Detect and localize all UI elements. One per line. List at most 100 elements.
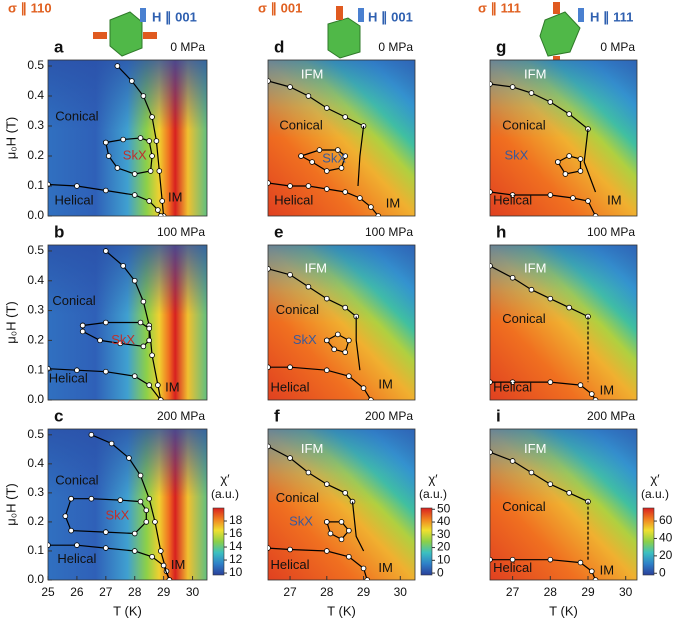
phase-boundary	[583, 128, 597, 193]
data-point	[509, 458, 516, 464]
panel: a 0 MPa Conical SkX Helical IM 0.0 0.1 0.2 0.3 0.4…	[3, 37, 208, 222]
data-point	[140, 343, 147, 350]
phase-boundary	[490, 83, 589, 130]
data-point	[149, 153, 155, 159]
boundaries	[490, 81, 599, 216]
data-point	[298, 153, 304, 159]
data-point	[490, 189, 493, 195]
boundaries	[48, 248, 164, 400]
data-point	[490, 379, 493, 385]
y-tick-label: 0.3	[27, 303, 44, 317]
phase-boundary	[357, 125, 365, 187]
data-point	[323, 168, 330, 174]
y-tick-label: 0.3	[27, 118, 44, 132]
x-tick-label: 28	[128, 585, 142, 599]
y-tick-label: 0.1	[27, 543, 44, 557]
region-label: Conical	[502, 311, 545, 326]
data-point	[323, 295, 330, 302]
data-point	[79, 322, 86, 329]
region-label: IFM	[524, 260, 546, 275]
pressure-label: 200 MPa	[365, 409, 413, 423]
colorbar-tick-label: 40	[659, 531, 673, 545]
y-axis-label: μ₀H (T)	[3, 301, 18, 344]
panel-letter: e	[274, 222, 283, 241]
data-point	[588, 568, 595, 575]
frame	[267, 244, 416, 401]
data-point	[131, 277, 138, 284]
data-point	[160, 562, 167, 569]
region-label: Helical	[493, 380, 532, 395]
colorbar-tick-label: 10	[437, 552, 451, 566]
boundaries	[268, 443, 371, 580]
data-point	[268, 180, 271, 186]
region-label: SkX	[289, 513, 313, 528]
data-point	[509, 379, 516, 385]
panel-letter: f	[274, 406, 280, 425]
data-point	[74, 367, 80, 373]
data-point	[287, 364, 293, 371]
region-label: IM	[378, 560, 392, 575]
y-tick-label: 0.0	[27, 572, 44, 586]
region-label: Conical	[502, 117, 545, 132]
frame	[489, 59, 638, 217]
pressure-label: 0 MPa	[378, 40, 413, 54]
data-point	[157, 397, 164, 400]
data-point	[129, 78, 135, 84]
phase-boundary	[82, 321, 150, 347]
frame	[489, 428, 638, 581]
field-label: H ∥ 111	[590, 9, 633, 25]
data-point	[305, 283, 312, 290]
data-point	[74, 183, 80, 189]
data-point	[117, 497, 124, 503]
colorbar-tick-label: 0	[437, 565, 444, 579]
data-point	[103, 139, 109, 146]
data-point	[287, 84, 293, 90]
colorbar-title: χ′	[220, 471, 230, 486]
data-point	[131, 530, 138, 537]
frame	[47, 428, 208, 581]
data-point	[140, 298, 147, 305]
data-point	[323, 105, 330, 111]
colorbar-tick-label: 50	[437, 501, 451, 515]
phase-boundary	[351, 501, 365, 552]
region-label: Helical	[49, 371, 88, 386]
stress-label: σ ∥ 111	[478, 0, 521, 16]
data-point	[131, 373, 138, 379]
region-label: Conical	[52, 293, 95, 308]
data-point	[146, 138, 152, 144]
data-point	[159, 198, 165, 204]
region-label: IM	[600, 382, 614, 397]
data-point	[114, 63, 121, 69]
data-point	[592, 577, 599, 580]
phase-boundary	[490, 451, 589, 503]
x-tick-label: 27	[99, 585, 113, 599]
data-point	[338, 519, 345, 525]
x-tick-label: 29	[357, 585, 371, 599]
data-point	[131, 548, 138, 554]
region-label: Conical	[276, 490, 319, 505]
phase-boundary	[105, 250, 162, 400]
y-axis-label: μ₀H (T)	[3, 483, 18, 526]
frame	[47, 59, 208, 217]
data-point	[149, 352, 155, 359]
x-axis-label: T (K)	[113, 603, 142, 618]
data-point	[143, 519, 150, 525]
data-point	[562, 171, 569, 177]
region-label: Conical	[55, 473, 98, 488]
panel-letter: g	[496, 37, 506, 56]
y-tick-label: 0.3	[27, 485, 44, 499]
data-point	[346, 553, 352, 560]
data-point	[156, 168, 163, 174]
data-point	[592, 397, 599, 400]
pressure-label: 200 MPa	[157, 409, 205, 423]
pressure-label: 100 MPa	[365, 225, 413, 239]
data-point	[48, 542, 51, 548]
x-tick-label: 30	[186, 585, 200, 599]
x-tick-label: 30	[619, 585, 633, 599]
data-point	[368, 204, 374, 210]
region-label: IFM	[301, 66, 323, 81]
data-point	[338, 165, 345, 171]
colorbar-title: χ′	[650, 471, 660, 486]
region-label: SkX	[123, 147, 147, 162]
data-point	[547, 379, 554, 385]
